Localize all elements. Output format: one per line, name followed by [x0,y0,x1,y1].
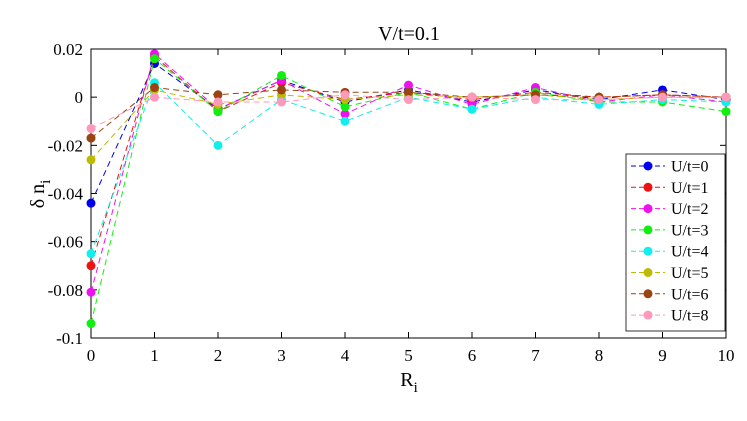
y-tick-label: 0 [75,88,84,107]
legend-marker [643,268,653,277]
x-tick-label: 5 [404,346,413,365]
data-point [150,54,159,64]
legend-label: U/t=5 [671,265,708,282]
data-point [86,249,96,259]
data-point [213,140,223,150]
legend-label: U/t=3 [671,222,708,239]
y-axis-label: δ ni [27,180,54,209]
data-point [404,95,413,105]
y-tick-label: -0.04 [48,185,84,204]
data-point [86,198,96,208]
data-point [467,104,477,114]
data-point [86,319,96,329]
data-point [594,95,604,105]
legend-box [625,153,726,332]
legend-entry: U/t=4 [631,244,708,261]
x-tick-label: 7 [531,346,540,365]
data-point [150,83,159,93]
legend-entry: U/t=0 [631,159,708,176]
legend-entry: U/t=5 [631,265,708,282]
legend-label: U/t=4 [671,244,708,261]
data-point [213,90,223,100]
legend-marker [643,225,653,235]
data-point [86,287,96,297]
x-tick-label: 4 [341,346,350,365]
data-point [340,109,350,119]
data-point [340,90,350,100]
x-tick-label: 1 [150,346,159,365]
y-tick-label: -0.1 [56,329,83,348]
legend-label: U/t=6 [671,286,708,303]
data-point [467,92,477,102]
legend-marker [643,161,653,171]
x-tick-label: 9 [658,346,667,365]
data-point [721,107,731,117]
data-point [86,123,96,133]
x-tick-label: 6 [468,346,477,365]
legend-label: U/t=0 [671,159,708,176]
x-tick-label: 8 [595,346,604,365]
series-u-t-8 [86,90,731,133]
chart-title: V/t=0.1 [378,23,440,45]
x-axis-label-subscript: i [414,380,418,396]
legend: U/t=0 U/t=1 U/t=2 U/t=3 U/t=4 U/t=5 U/t=6 U/t=8 [625,153,726,332]
legend-marker [643,310,653,320]
x-tick-label: 3 [277,346,286,365]
y-axis-label-main: δ n [27,184,49,208]
data-point [721,92,731,102]
legend-marker [643,289,653,299]
data-point [277,97,286,107]
data-point [658,92,667,102]
x-tick-label: 0 [87,346,96,365]
y-tick-labels: -0.1 -0.08 -0.06 -0.04 -0.02 0 0.02 [48,40,84,348]
y-tick-label: -0.02 [48,136,83,155]
legend-marker [643,182,653,192]
y-tick-label: 0.02 [53,40,83,59]
data-point [86,133,96,143]
legend-entry: U/t=1 [631,180,708,197]
data-point [404,87,413,97]
data-point [340,116,350,126]
x-axis-label-main: R [400,369,414,391]
data-point [213,107,223,117]
x-tick-label: 2 [214,346,223,365]
legend-entry: U/t=8 [631,308,708,325]
legend-entry: U/t=6 [631,286,708,303]
y-tick-label: -0.06 [48,233,83,252]
y-axis-label-subscript: i [38,180,54,184]
data-point [213,97,223,107]
data-point [150,92,159,102]
x-tick-labels: 0 1 2 3 4 5 6 7 8 9 10 [87,346,735,365]
data-point [404,80,413,90]
data-point [86,155,96,165]
x-tick-label: 10 [718,346,735,365]
legend-entry: U/t=2 [631,201,708,218]
legend-entry: U/t=3 [631,222,708,239]
y-tick-label: -0.08 [48,281,83,300]
legend-marker [643,204,653,214]
data-point [86,261,96,271]
data-point [277,70,286,80]
x-axis-label: Ri [400,369,418,396]
legend-label: U/t=1 [671,180,708,197]
data-point [277,85,286,95]
legend-label: U/t=2 [671,201,708,218]
data-point [531,95,540,105]
legend-marker [643,246,653,256]
series-layer [86,49,731,329]
data-point [340,102,350,112]
legend-label: U/t=8 [671,308,708,325]
